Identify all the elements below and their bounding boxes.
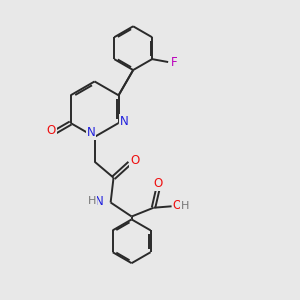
Text: O: O: [46, 124, 56, 137]
Text: H: H: [88, 196, 96, 206]
Text: O: O: [173, 199, 182, 212]
Text: F: F: [171, 56, 178, 68]
Text: H: H: [181, 201, 189, 211]
Text: N: N: [87, 126, 95, 139]
Text: N: N: [95, 194, 104, 208]
Text: N: N: [119, 115, 128, 128]
Text: O: O: [153, 177, 163, 190]
Text: O: O: [130, 154, 140, 167]
